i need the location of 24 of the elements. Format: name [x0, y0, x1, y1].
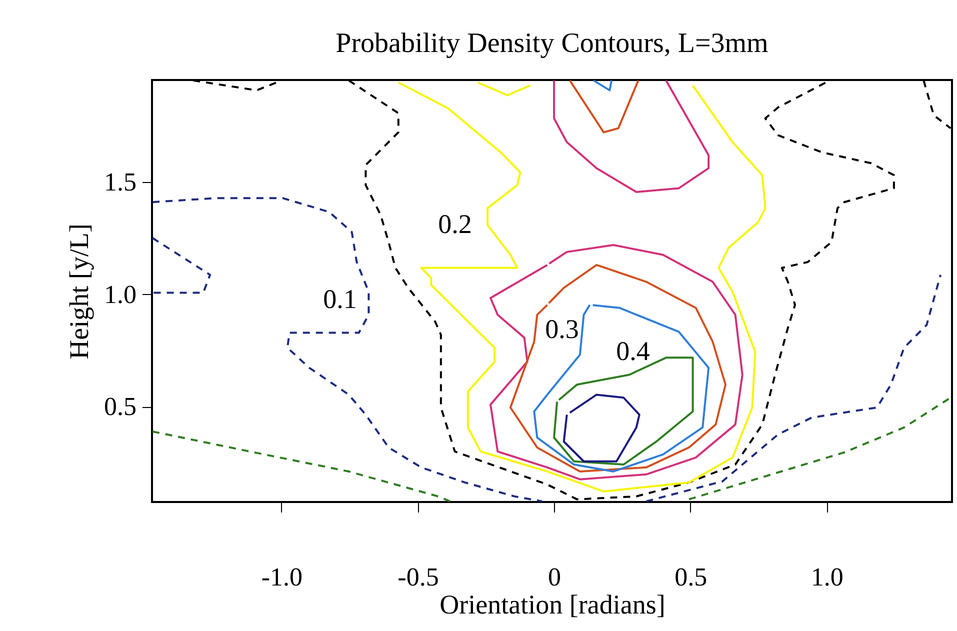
x-tick-label: -1.0: [261, 562, 303, 592]
line-series: [553, 80, 710, 194]
x-tick-label: 0: [548, 562, 562, 592]
x-tick-label: 0.5: [674, 562, 708, 592]
annotation: 0.2: [438, 209, 472, 239]
annotation: 0.3: [545, 314, 579, 344]
y-tick-label: 1.5: [104, 168, 136, 197]
line-series: [152, 430, 451, 502]
chart-title: Probability Density Contours, L=3mm: [336, 28, 769, 59]
annotation: 0.1: [323, 284, 357, 314]
line-series: [509, 264, 726, 472]
line-series: [562, 394, 640, 462]
y-tick-label: 1.0: [104, 280, 136, 309]
annotation: 0.4: [616, 336, 650, 366]
line-series: [533, 304, 710, 472]
x-axis-title: Orientation [radians]: [440, 590, 666, 620]
x-tick-label: 1.0: [810, 562, 844, 592]
line-series: [490, 244, 744, 480]
line-series: [688, 396, 952, 500]
y-axis-title: Height [y/L]: [64, 224, 94, 360]
line-series: [152, 197, 544, 502]
y-tick-label: 0.5: [104, 392, 136, 422]
line-series: [397, 81, 766, 492]
x-tick-label: -0.5: [398, 562, 439, 592]
